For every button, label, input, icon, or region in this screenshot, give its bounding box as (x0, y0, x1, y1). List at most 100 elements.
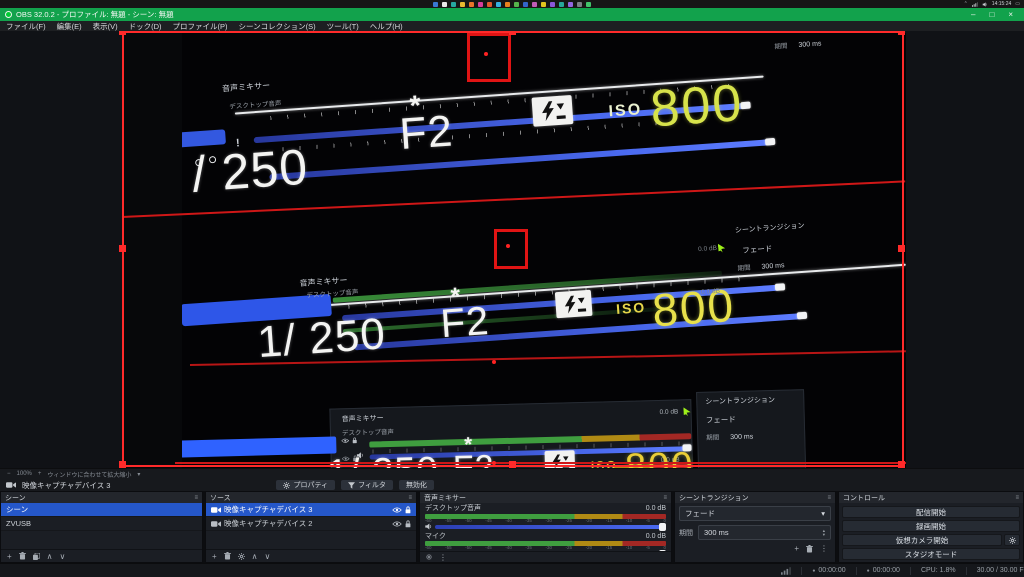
minimize-button[interactable]: – (971, 10, 975, 19)
sources-panel: ソース≡ 映像キャプチャデバイス 3 映像キャプチャデバイス 2 + ∧ ∨ (205, 491, 417, 563)
remove-source-button[interactable] (224, 552, 231, 560)
add-transition-button[interactable]: + (794, 544, 799, 553)
channel-name: デスクトップ音声 (425, 505, 481, 513)
channel-db: 0.0 dB (646, 533, 666, 541)
start-virtual-camera-button[interactable]: 仮想カメラ開始 (842, 534, 1002, 546)
add-source-button[interactable]: + (212, 552, 217, 561)
volume-icon[interactable] (982, 2, 988, 7)
panel-menu-icon[interactable]: ≡ (408, 495, 412, 501)
panel-menu-icon[interactable]: ≡ (827, 495, 831, 501)
studio-mode-button[interactable]: スタジオモード (842, 548, 1020, 560)
panel-menu-icon[interactable]: ≡ (1015, 495, 1019, 501)
scene-row[interactable]: ZVUSB (1, 517, 202, 531)
selection-handle[interactable] (119, 461, 126, 468)
source-row[interactable]: 映像キャプチャデバイス 2 (206, 517, 416, 531)
controls-title: コントロール (843, 493, 885, 503)
close-button[interactable]: × (1008, 10, 1013, 19)
eye-icon[interactable] (392, 521, 402, 527)
taskbar-icons[interactable] (433, 2, 591, 7)
maximize-button[interactable]: □ (989, 10, 994, 19)
move-down-button[interactable]: ∨ (60, 552, 66, 561)
fit-window-label[interactable]: ウィンドウに合わせて拡大縮小 (47, 470, 131, 479)
move-up-button[interactable]: ∧ (47, 552, 53, 561)
dots-vertical-icon[interactable]: ⋮ (439, 553, 447, 562)
selection-handle[interactable] (119, 245, 126, 252)
caret-down-icon[interactable]: ▾ (137, 471, 140, 478)
selection-handle[interactable] (898, 245, 905, 252)
window-title: OBS 32.0.2 - プロファイル: 無題 - シーン: 無題 (16, 9, 174, 20)
system-tray[interactable]: ⌃ 14:15:24 ▭ (964, 1, 1020, 7)
scenes-title: シーン (5, 493, 26, 503)
menu-view[interactable]: 表示(V) (93, 21, 118, 32)
deactivate-button[interactable]: 無効化 (399, 480, 434, 490)
source-context-bar: 映像キャプチャデバイス 3 プロパティ フィルタ 無効化 (0, 479, 1024, 491)
remove-transition-button[interactable] (806, 545, 813, 553)
add-scene-button[interactable]: + (7, 552, 12, 561)
notification-icon[interactable]: ▭ (1015, 1, 1020, 7)
zoom-out-button[interactable]: − (7, 471, 11, 477)
menu-dock[interactable]: ドック(D) (129, 21, 162, 32)
volume-slider[interactable] (435, 525, 666, 529)
context-source-name: 映像キャプチャデバイス 3 (22, 480, 110, 491)
properties-button[interactable]: プロパティ (276, 480, 335, 490)
menu-tools[interactable]: ツール(T) (327, 21, 359, 32)
spinner-carets[interactable]: ▴▾ (823, 529, 825, 536)
selection-handle[interactable] (509, 461, 516, 468)
zoom-level: 100% (17, 471, 32, 477)
filters-button[interactable]: フィルタ (341, 480, 393, 490)
channel-name: マイク (425, 533, 446, 541)
speaker-icon[interactable] (425, 523, 432, 530)
eye-icon[interactable] (392, 507, 402, 513)
transitions-panel: シーントランジション≡ フェード ▾ 期間 300 ms ▴▾ + ⋮ (674, 491, 836, 563)
menu-edit[interactable]: 編集(E) (57, 21, 82, 32)
gear-icon (1009, 537, 1016, 544)
menu-profile[interactable]: プロファイル(P) (173, 21, 228, 32)
transition-select[interactable]: フェード ▾ (679, 506, 831, 521)
duration-spinner[interactable]: 300 ms ▴▾ (698, 525, 831, 540)
scene-row[interactable]: シーン (1, 503, 202, 517)
menu-help[interactable]: ヘルプ(H) (370, 21, 403, 32)
transition-properties-button[interactable]: ⋮ (820, 544, 828, 553)
source-row[interactable]: 映像キャプチャデバイス 3 (206, 503, 416, 517)
mixer-config-button[interactable] (426, 554, 432, 560)
network-icon[interactable] (972, 2, 978, 7)
start-recording-button[interactable]: 録画開始 (842, 520, 1020, 532)
menu-scene-collection[interactable]: シーンコレクション(S) (239, 21, 316, 32)
remove-scene-button[interactable] (19, 552, 26, 560)
camera-icon (211, 506, 221, 514)
move-up-button[interactable]: ∧ (252, 552, 258, 561)
tray-chevron-icon[interactable]: ⌃ (964, 1, 968, 7)
channel-db: 0.0 dB (646, 505, 666, 513)
panel-menu-icon[interactable]: ≡ (194, 495, 198, 501)
zoom-in-button[interactable]: + (38, 471, 42, 477)
cpu-usage: CPU: 1.8% (921, 567, 956, 574)
camera-icon (6, 481, 16, 489)
network-status-icon (781, 567, 791, 575)
slider-knob[interactable] (659, 523, 666, 531)
slider-knob[interactable] (659, 550, 666, 551)
selection-handle[interactable] (898, 461, 905, 468)
source-properties-button[interactable] (238, 553, 245, 560)
os-taskbar: ⌃ 14:15:24 ▭ (0, 0, 1024, 8)
fps-readout: 30.00 / 30.00 FPS (977, 567, 1024, 574)
menubar: ファイル(F) 編集(E) 表示(V) ドック(D) プロファイル(P) シーン… (0, 21, 1024, 31)
scenes-panel: シーン ≡ シーン ZVUSB + ∧ ∨ (0, 491, 203, 563)
source-selection-rect[interactable] (122, 31, 904, 467)
duration-label: 期間 (679, 528, 693, 538)
camera-icon (211, 520, 221, 528)
mixer-title: 音声ミキサー (424, 493, 466, 503)
duplicate-scene-button[interactable] (33, 553, 40, 560)
start-streaming-button[interactable]: 配信開始 (842, 506, 1020, 518)
lock-icon[interactable] (405, 520, 411, 528)
tray-clock[interactable]: 14:15:24 (992, 1, 1011, 7)
move-down-button[interactable]: ∨ (265, 552, 271, 561)
menu-file[interactable]: ファイル(F) (6, 21, 46, 32)
lock-icon[interactable] (405, 506, 411, 514)
docks-row: シーン ≡ シーン ZVUSB + ∧ ∨ ソース≡ 映像キャプチャデバイス 3 … (0, 491, 1024, 563)
panel-menu-icon[interactable]: ≡ (663, 495, 667, 501)
virtual-camera-config-button[interactable] (1004, 534, 1020, 546)
preview-canvas[interactable]: 音声ミキサー デスクトップ音声 ! / 250 * F2 ISO 800 フェー… (0, 31, 1024, 471)
window-titlebar: OBS 32.0.2 - プロファイル: 無題 - シーン: 無題 – □ × (0, 8, 1024, 21)
